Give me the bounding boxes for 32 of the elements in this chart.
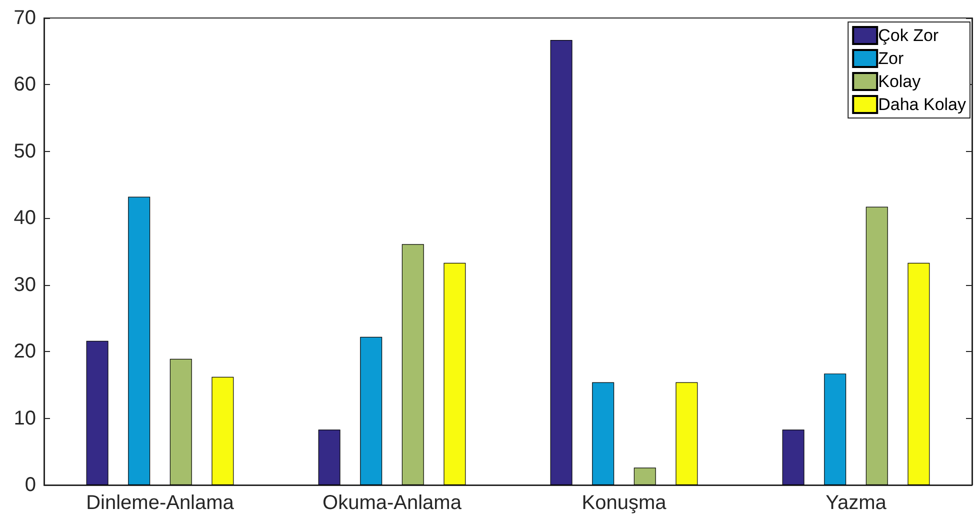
y-tick-label: 10 bbox=[14, 407, 36, 430]
legend-label: Zor bbox=[878, 49, 904, 68]
bar bbox=[86, 340, 108, 485]
bar bbox=[866, 206, 888, 485]
y-tick-label: 40 bbox=[14, 207, 36, 230]
x-tick-label: Dinleme-Anlama bbox=[86, 492, 235, 514]
legend-label: Çok Zor bbox=[878, 26, 939, 45]
bar bbox=[592, 382, 614, 485]
bar bbox=[550, 40, 572, 485]
x-tick-label: Konuşma bbox=[582, 492, 668, 514]
legend-label: Daha Kolay bbox=[878, 95, 966, 114]
bar bbox=[128, 196, 150, 485]
x-tick-label: Yazma bbox=[826, 492, 888, 514]
bar bbox=[676, 382, 698, 485]
bar bbox=[170, 358, 192, 485]
x-tick-label: Okuma-Anlama bbox=[322, 492, 462, 514]
legend-label: Kolay bbox=[878, 72, 922, 91]
bar bbox=[908, 262, 930, 485]
bar bbox=[444, 262, 466, 485]
bar bbox=[212, 376, 234, 485]
bar bbox=[360, 336, 382, 485]
bar bbox=[824, 374, 846, 485]
y-tick-label: 20 bbox=[14, 340, 36, 363]
y-tick-label: 30 bbox=[14, 274, 36, 296]
y-tick-label: 70 bbox=[14, 7, 36, 29]
bar bbox=[402, 244, 424, 485]
y-tick-label: 60 bbox=[14, 74, 36, 96]
y-tick-label: 50 bbox=[14, 140, 36, 162]
y-tick-label: 0 bbox=[24, 474, 36, 496]
bar bbox=[634, 468, 656, 485]
bar bbox=[782, 430, 804, 485]
bar bbox=[318, 430, 340, 485]
